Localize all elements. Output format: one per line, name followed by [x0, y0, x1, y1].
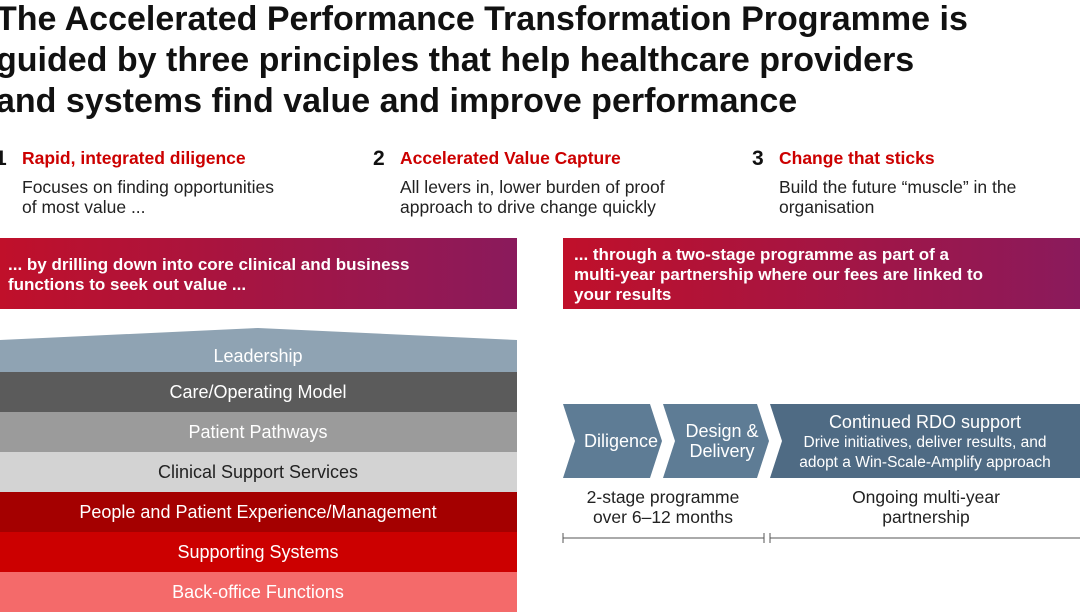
- layer-label: Supporting Systems: [177, 542, 338, 562]
- timeline-label: Ongoing multi-year: [852, 487, 1000, 507]
- banner-text: your results: [574, 285, 671, 304]
- principle-title: Accelerated Value Capture: [400, 148, 621, 168]
- stage-title: Continued RDO support: [829, 412, 1021, 432]
- principle-number: 3: [752, 147, 764, 170]
- principle-number: 2: [373, 147, 385, 170]
- banner: [0, 238, 517, 309]
- title: and systems find value and improve perfo…: [0, 82, 797, 120]
- stage-text: adopt a Win-Scale-Amplify approach: [799, 454, 1051, 471]
- banner-text: ... by drilling down into core clinical …: [8, 255, 409, 274]
- layer: [0, 492, 517, 532]
- chevron: [663, 404, 769, 478]
- principle-text: organisation: [779, 197, 874, 217]
- banner-text: multi-year partnership where our fees ar…: [574, 265, 983, 284]
- stage-text: Drive initiatives, deliver results, and: [804, 434, 1047, 451]
- timeline-label: partnership: [882, 507, 970, 527]
- principle-number: 1: [0, 147, 7, 170]
- principle-text: of most value ...: [22, 197, 146, 217]
- stage-title: Delivery: [689, 441, 754, 461]
- stage-title: Diligence: [584, 431, 658, 451]
- chevron: [770, 404, 1080, 478]
- banner-text: functions to seek out value ...: [8, 275, 246, 294]
- title: The Accelerated Performance Transformati…: [0, 0, 968, 38]
- principle-text: Focuses on finding opportunities: [22, 177, 274, 197]
- layer-label: People and Patient Experience/Management: [79, 502, 436, 522]
- timeline: [562, 533, 1080, 543]
- layer: [0, 572, 517, 612]
- layer-label: Clinical Support Services: [158, 462, 358, 482]
- principle-title: Rapid, integrated diligence: [22, 148, 246, 168]
- timeline-label: over 6–12 months: [593, 507, 733, 527]
- principle-text: approach to drive change quickly: [400, 197, 656, 217]
- principle-title: Change that sticks: [779, 148, 935, 168]
- layer-label: Care/Operating Model: [169, 382, 346, 402]
- layer: [0, 328, 517, 372]
- layer-label: Leadership: [213, 346, 302, 366]
- layer: [0, 532, 517, 572]
- principle-text: Build the future “muscle” in the: [779, 177, 1016, 197]
- banner: [563, 238, 1080, 309]
- title: guided by three principles that help hea…: [0, 41, 914, 79]
- banner-text: ... through a two-stage programme as par…: [574, 245, 950, 264]
- layer: [0, 372, 517, 412]
- chevron: [563, 404, 662, 478]
- timeline-label: 2-stage programme: [587, 487, 740, 507]
- layer-label: Back-office Functions: [172, 582, 344, 602]
- layer-label: Patient Pathways: [188, 422, 327, 442]
- layer: [0, 452, 517, 492]
- layer: [0, 412, 517, 452]
- stage-title: Design &: [685, 421, 758, 441]
- principle-text: All levers in, lower burden of proof: [400, 177, 665, 197]
